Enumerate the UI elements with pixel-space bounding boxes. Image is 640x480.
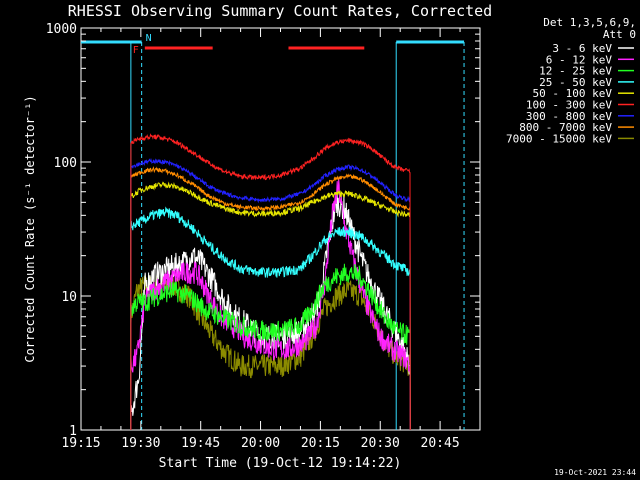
x-tick-label: 19:30 [121, 436, 160, 451]
x-tick-label: 20:15 [301, 436, 340, 451]
legend-header: Det 1,3,5,6,9, [543, 16, 636, 29]
night-flag-label: N [146, 33, 152, 44]
y-tick-label: 100 [54, 156, 77, 171]
x-tick-label: 19:15 [61, 436, 100, 451]
legend-entry-label: 6 - 12 keV [546, 53, 613, 66]
annotation-layer: FN [81, 33, 465, 430]
series-line-4 [130, 181, 411, 431]
legend-header: Att 0 [603, 28, 636, 41]
legend-entry-label: 800 - 7000 keV [519, 121, 612, 134]
legend-entry-label: 7000 - 15000 keV [506, 132, 612, 145]
x-tick-label: 19:45 [181, 436, 220, 451]
x-tick-label: 20:30 [361, 436, 400, 451]
y-axis-label: Corrected Count Rate (s⁻¹ detector⁻¹) [23, 95, 37, 362]
y-tick-label: 1 [69, 424, 77, 439]
footer-timestamp: 19-Oct-2021 23:44 [554, 468, 636, 477]
series-line-1 [130, 179, 411, 431]
x-tick-label: 20:00 [241, 436, 280, 451]
flare-flag-label: F [133, 45, 139, 56]
y-tick-label: 10 [61, 290, 77, 305]
axis-layer: 19:15 19:30 19:45 20:00 20:15 20:30 20:45 1 10 10… [46, 22, 481, 451]
series-line-6 [130, 157, 411, 431]
series-line-2 [130, 263, 411, 431]
series-line-7 [130, 166, 411, 431]
y-tick-label: 1000 [46, 22, 77, 37]
series-layer [130, 133, 411, 431]
series-line-5 [130, 133, 411, 431]
legend-entry-label: 3 - 6 keV [552, 42, 612, 55]
legend-entry-label: 300 - 800 keV [526, 110, 612, 123]
x-axis-label: Start Time (19-Oct-12 19:14:22) [159, 456, 402, 471]
series-line-3 [130, 206, 411, 431]
x-tick-label: 20:45 [421, 436, 460, 451]
chart-title: RHESSI Observing Summary Count Rates, Co… [68, 2, 492, 20]
legend-entry-label: 100 - 300 keV [526, 99, 612, 112]
legend-entry-label: 25 - 50 keV [539, 76, 612, 89]
legend-entry-label: 50 - 100 keV [533, 87, 613, 100]
legend-entry-label: 12 - 25 keV [539, 65, 612, 78]
